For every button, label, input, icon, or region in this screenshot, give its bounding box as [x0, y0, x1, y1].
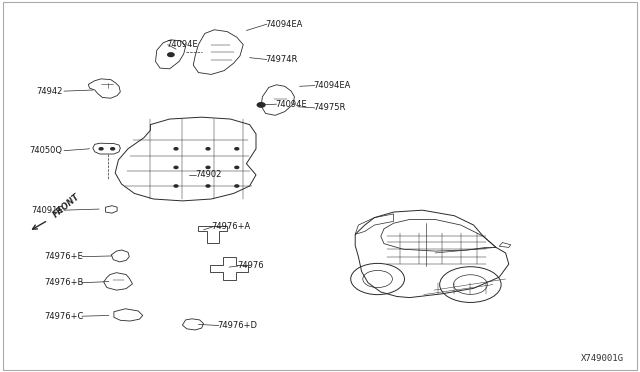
Circle shape: [174, 166, 178, 169]
Text: 74974R: 74974R: [266, 55, 298, 64]
Text: 74976+D: 74976+D: [218, 321, 258, 330]
Text: 74975R: 74975R: [314, 103, 346, 112]
Text: 74094E: 74094E: [275, 100, 307, 109]
Text: 74094EA: 74094EA: [266, 20, 303, 29]
Text: 74976+E: 74976+E: [44, 252, 83, 261]
Circle shape: [235, 148, 239, 150]
Circle shape: [168, 53, 174, 57]
Circle shape: [257, 103, 265, 107]
Circle shape: [174, 185, 178, 187]
Circle shape: [206, 148, 210, 150]
Circle shape: [174, 148, 178, 150]
Text: 74094E: 74094E: [166, 40, 198, 49]
Circle shape: [99, 148, 103, 150]
Text: 74942: 74942: [36, 87, 63, 96]
Circle shape: [206, 166, 210, 169]
Text: 74050Q: 74050Q: [29, 146, 63, 155]
Text: X749001G: X749001G: [581, 354, 624, 363]
Text: 74091E: 74091E: [31, 206, 63, 215]
Text: 74976+C: 74976+C: [44, 312, 83, 321]
Text: 74976+A: 74976+A: [211, 222, 250, 231]
Text: FRONT: FRONT: [51, 192, 81, 219]
Text: 74976+B: 74976+B: [44, 278, 83, 287]
Text: 74094EA: 74094EA: [314, 81, 351, 90]
Text: 74902: 74902: [195, 170, 221, 179]
Circle shape: [206, 185, 210, 187]
Text: 74976: 74976: [237, 262, 264, 270]
Circle shape: [111, 148, 115, 150]
Circle shape: [235, 166, 239, 169]
Circle shape: [235, 185, 239, 187]
